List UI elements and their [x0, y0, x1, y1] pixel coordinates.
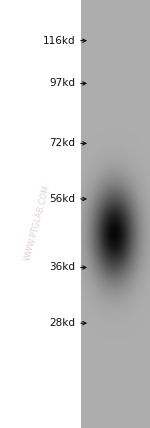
- Text: 56kd: 56kd: [49, 194, 75, 204]
- Text: 97kd: 97kd: [49, 78, 75, 89]
- Text: 72kd: 72kd: [49, 138, 75, 149]
- Text: WWW.PTGLAB.COM: WWW.PTGLAB.COM: [23, 184, 52, 262]
- Text: 28kd: 28kd: [49, 318, 75, 328]
- Text: 36kd: 36kd: [49, 262, 75, 273]
- Text: 116kd: 116kd: [42, 36, 75, 46]
